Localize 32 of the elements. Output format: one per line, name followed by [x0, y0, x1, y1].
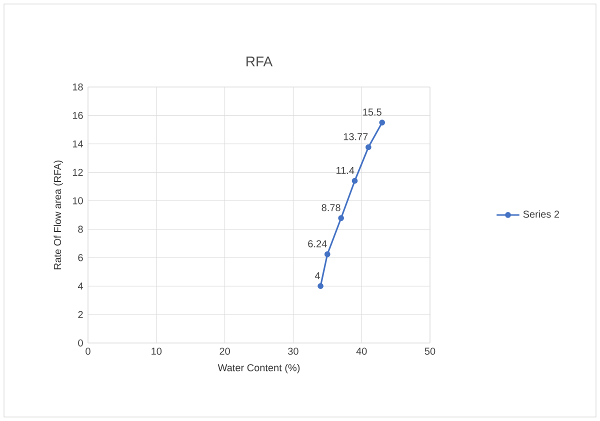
x-tick-label: 50: [424, 348, 436, 355]
data-label: 13.77: [344, 133, 368, 140]
y-tick-label: 4: [78, 282, 84, 290]
data-label: 6.24: [308, 240, 327, 248]
y-tick-label: 14: [72, 140, 84, 148]
y-tick-label: 12: [72, 168, 83, 176]
y-tick-label: 6: [78, 254, 83, 262]
point: [324, 251, 330, 258]
y-tick-label: 16: [72, 112, 83, 119]
legend-label: Series 2: [523, 210, 560, 218]
data-label: 8.78: [322, 204, 340, 212]
point: [338, 215, 344, 222]
x-tick-label: 10: [152, 348, 162, 355]
y-axis-title: Rate Of Flow area (RFA): [54, 160, 64, 270]
point: [379, 120, 386, 126]
x-tick-label: 40: [356, 348, 367, 355]
y-tick-label: 10: [72, 197, 83, 204]
y-tick-label: 18: [72, 83, 83, 91]
data-label: 11.4: [336, 167, 354, 174]
point: [366, 144, 372, 150]
x-tick-label: 30: [288, 348, 298, 355]
point: [318, 283, 324, 290]
y-tick-label: 0: [78, 339, 83, 347]
chart-title: RFA: [246, 56, 273, 66]
x-axis-title: Water Content (%): [218, 364, 300, 374]
point: [352, 178, 358, 184]
x-tick-label: 0: [86, 348, 90, 355]
x-tick-label: 20: [220, 348, 230, 355]
y-tick-label: 2: [78, 311, 83, 318]
data-label: 4: [314, 272, 320, 280]
data-label: 15.5: [363, 108, 382, 116]
y-tick-label: 8: [78, 226, 83, 233]
